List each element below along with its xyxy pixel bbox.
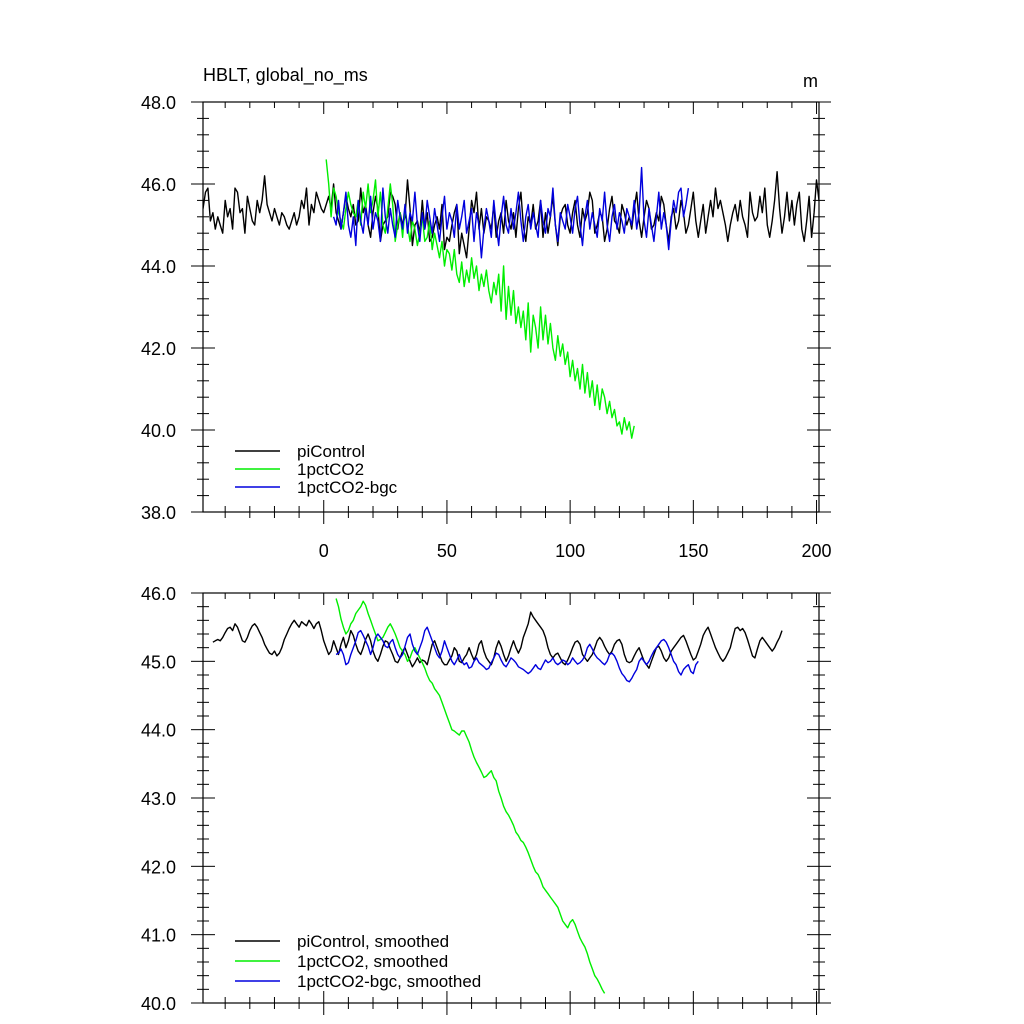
top-series-group <box>203 159 819 439</box>
y-tick-label: 44.0 <box>141 257 176 277</box>
x-tick-label: 0 <box>319 541 329 561</box>
top-panel: HBLT, global_no_ms m 0 50 100 150 200 38.0 40.… <box>141 65 832 561</box>
y-tick-label: 41.0 <box>141 926 176 946</box>
y-tick-label: 46.0 <box>141 584 176 604</box>
bottom-axis-ticks <box>191 592 831 1015</box>
y-tick-label: 42.0 <box>141 857 176 877</box>
y-tick-label: 40.0 <box>141 994 176 1014</box>
legend-label-2: 1pctCO2-bgc <box>297 478 398 497</box>
y-tick-label: 38.0 <box>141 503 176 523</box>
y-tick-label: 48.0 <box>141 93 176 113</box>
x-tick-label: 100 <box>555 541 585 561</box>
legend-label-0: piControl <box>297 442 365 461</box>
y-tick-label: 42.0 <box>141 339 176 359</box>
x-tick-label: 200 <box>802 541 832 561</box>
y-tick-label: 43.0 <box>141 789 176 809</box>
bottom-panel: 40.0 41.0 42.0 43.0 44.0 45.0 46.0 piControl, … <box>141 584 831 1015</box>
y-tick-label: 40.0 <box>141 421 176 441</box>
series-line-1 <box>325 159 635 439</box>
top-tick-labels: 0 50 100 150 200 38.0 40.0 42.0 44.0 46.0 48.0 <box>141 93 832 561</box>
x-tick-label: 150 <box>678 541 708 561</box>
bottom-plot-frame <box>202 592 820 1004</box>
series-line-1 <box>335 598 606 994</box>
legend-label-1: 1pctCO2, smoothed <box>297 952 448 971</box>
units-label: m <box>803 71 818 91</box>
x-tick-label: 50 <box>437 541 457 561</box>
series-line-2 <box>335 626 699 683</box>
legend-label-1: 1pctCO2 <box>297 460 364 479</box>
top-plot-frame <box>202 101 820 513</box>
bottom-series-group <box>212 598 783 994</box>
chart-title: HBLT, global_no_ms <box>203 65 368 86</box>
y-tick-label: 45.0 <box>141 652 176 672</box>
y-tick-label: 46.0 <box>141 175 176 195</box>
bottom-tick-labels: 40.0 41.0 42.0 43.0 44.0 45.0 46.0 <box>141 584 176 1014</box>
legend-label-2: 1pctCO2-bgc, smoothed <box>297 972 481 991</box>
y-tick-label: 44.0 <box>141 721 176 741</box>
series-line-2 <box>332 166 690 259</box>
legend-label-0: piControl, smoothed <box>297 932 449 951</box>
series-line-0 <box>212 611 783 669</box>
